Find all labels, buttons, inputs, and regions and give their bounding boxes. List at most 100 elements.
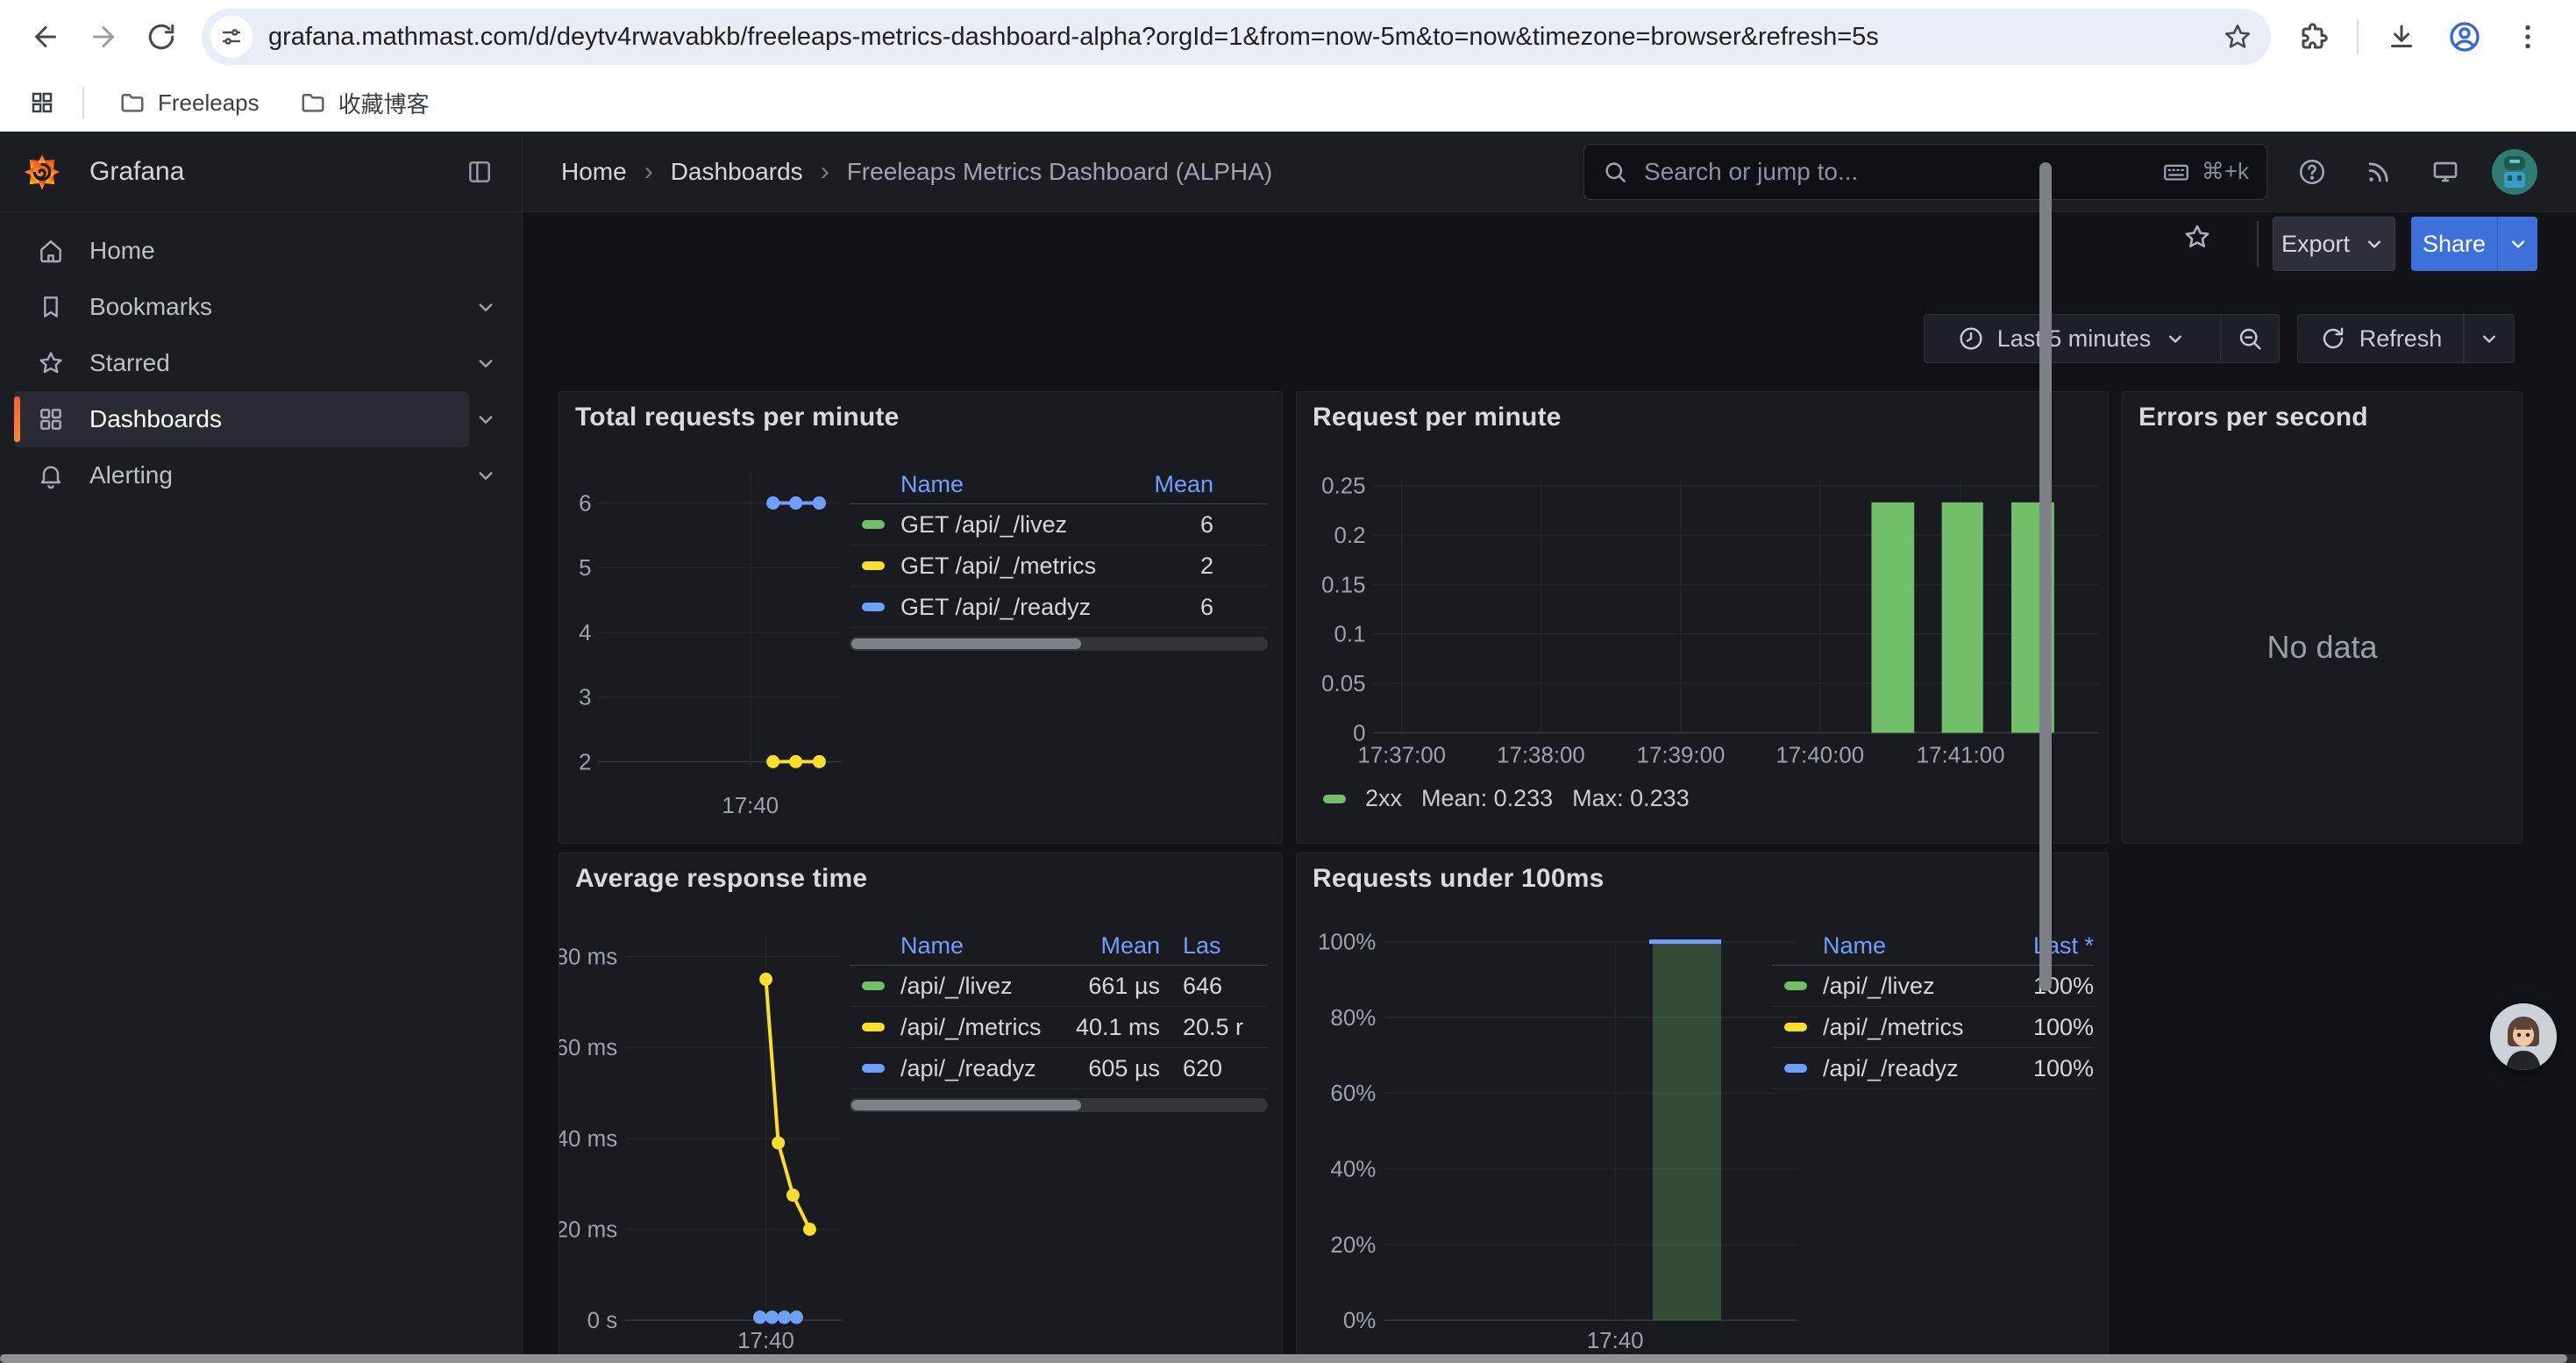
help-button[interactable]	[2292, 152, 2332, 192]
dashboards-grid-icon	[40, 409, 61, 430]
table-scrollbar[interactable]	[850, 1098, 1268, 1112]
panel-title[interactable]: Total requests per minute	[575, 403, 900, 432]
data-point[interactable]	[765, 1310, 779, 1324]
downloads-button[interactable]	[2381, 12, 2422, 61]
bookmark-label: 收藏博客	[338, 90, 430, 118]
sidebar-collapse-button[interactable]	[460, 153, 499, 191]
column-header[interactable]: Name	[1823, 932, 1887, 959]
zoom-out-button[interactable]	[2221, 314, 2280, 363]
share-dropdown-button[interactable]	[2497, 217, 2537, 271]
bookmark-folder-freeleaps[interactable]: Freeleaps	[105, 82, 274, 124]
chart-under-100ms[interactable]: 100% 80% 60% 40% 20% 0% 17:40	[1297, 853, 2108, 1362]
data-point[interactable]	[766, 496, 780, 510]
screen-button[interactable]	[2425, 152, 2466, 192]
table-row[interactable]: GET /api/_/metrics 2	[850, 546, 1268, 587]
breadcrumb-home[interactable]: Home	[561, 157, 627, 185]
star-icon	[2185, 225, 2210, 248]
data-point[interactable]	[778, 1310, 792, 1324]
data-point[interactable]	[789, 496, 803, 510]
column-header[interactable]: Mean	[1100, 932, 1160, 959]
forward-button[interactable]	[79, 12, 128, 61]
chart-canvas[interactable]: 0.25 0.2 0.15 0.1 0.05 017:37:00 17:38:00 17:39…	[1297, 392, 2108, 843]
column-header[interactable]: Name	[900, 932, 964, 959]
bookmark-star-button[interactable]	[2217, 16, 2259, 58]
data-point[interactable]	[786, 1188, 800, 1202]
data-point[interactable]	[766, 754, 780, 768]
column-header[interactable]: Las	[1183, 932, 1221, 959]
area-bar[interactable]	[1652, 941, 1722, 1321]
browser-menu-button[interactable]	[2508, 12, 2548, 61]
extensions-button[interactable]	[2294, 12, 2334, 61]
refresh-interval-dropdown[interactable]	[2464, 314, 2515, 363]
address-bar[interactable]: grafana.mathmast.com/d/deytv4rwavabkb/fr…	[202, 9, 2271, 65]
bar[interactable]	[1941, 502, 1983, 733]
panel-title[interactable]: Average response time	[575, 864, 868, 893]
chevron-down-icon[interactable]	[473, 350, 499, 376]
table-row[interactable]: /api/_/metrics 100%	[1772, 1007, 2094, 1048]
sidebar-item-home[interactable]: Home	[14, 223, 469, 279]
chart-canvas[interactable]: 6 5 4 3 2 17:40	[559, 392, 1282, 843]
reload-button[interactable]	[137, 12, 186, 61]
data-point[interactable]	[812, 496, 826, 510]
refresh-button[interactable]: Refresh	[2297, 314, 2464, 363]
time-range-picker[interactable]: Last 5 minutes	[1924, 314, 2221, 363]
panel-title[interactable]: Requests under 100ms	[1313, 864, 1605, 893]
chart-canvas[interactable]: 80 ms 60 ms 40 ms 20 ms 0 s 17:40	[559, 853, 1282, 1362]
chart-canvas[interactable]: 100% 80% 60% 40% 20% 0% 17:40	[1297, 853, 2108, 1362]
data-point[interactable]	[812, 754, 826, 768]
grafana-logo[interactable]	[23, 153, 61, 191]
panel-title[interactable]: Errors per second	[2138, 403, 2368, 432]
column-header[interactable]: Name	[900, 471, 964, 497]
series-line[interactable]	[764, 979, 812, 1231]
bookmark-folder-blogs[interactable]: 收藏博客	[286, 80, 444, 126]
share-button[interactable]: Share	[2411, 217, 2497, 271]
panel-title[interactable]: Request per minute	[1313, 403, 1562, 432]
table-row[interactable]: /api/_/livez 661 µs 646	[850, 966, 1268, 1007]
data-point[interactable]	[759, 973, 773, 986]
user-avatar[interactable]	[2492, 148, 2537, 195]
chevron-down-icon[interactable]	[473, 406, 499, 432]
svg-text:4: 4	[579, 621, 591, 646]
data-point[interactable]	[789, 754, 803, 768]
apps-button[interactable]	[23, 83, 61, 122]
vertical-scrollbar[interactable]	[2039, 162, 2052, 991]
chart-request-per-minute[interactable]: 0.25 0.2 0.15 0.1 0.05 0 17:37:00 17:38:00 17:39…	[1297, 392, 2108, 843]
favorite-dashboard-button[interactable]	[2176, 216, 2218, 258]
breadcrumb-dashboards[interactable]: Dashboards	[670, 157, 803, 185]
sidebar-item-dashboards[interactable]: Dashboards	[14, 391, 469, 447]
sidebar-item-bookmarks[interactable]: Bookmarks	[14, 279, 469, 335]
column-header[interactable]: Mean	[1154, 471, 1213, 497]
export-button[interactable]: Export	[2273, 217, 2395, 271]
data-point[interactable]	[803, 1223, 816, 1236]
news-button[interactable]	[2359, 152, 2399, 192]
profile-button[interactable]	[2444, 12, 2485, 61]
data-point[interactable]	[772, 1136, 786, 1150]
url-text[interactable]: grafana.mathmast.com/d/deytv4rwavabkb/fr…	[268, 22, 1879, 51]
svg-text:40 ms: 40 ms	[559, 1127, 617, 1152]
chart-total-requests[interactable]: 6 5 4 3 2 17:40	[559, 392, 1282, 843]
assistant-avatar[interactable]	[2490, 1003, 2557, 1070]
table-row[interactable]: GET /api/_/livez 6	[850, 504, 1268, 546]
table-scrollbar[interactable]	[850, 637, 1268, 651]
chart-avg-response[interactable]: 80 ms 60 ms 40 ms 20 ms 0 s 17:40	[559, 853, 1282, 1362]
table-row[interactable]: GET /api/_/readyz 6	[850, 587, 1268, 628]
browser-actions	[2287, 12, 2555, 61]
sidebar-item-alerting[interactable]: Alerting	[14, 447, 469, 503]
table-row[interactable]: /api/_/readyz 605 µs 620	[850, 1048, 1268, 1089]
chevron-down-icon[interactable]	[473, 294, 499, 320]
brand-name[interactable]: Grafana	[89, 156, 185, 186]
data-point[interactable]	[753, 1310, 767, 1324]
table-row[interactable]: /api/_/metrics 40.1 ms 20.5 r	[850, 1007, 1268, 1048]
chevron-down-icon[interactable]	[473, 462, 499, 489]
sidebar-item-label: Bookmarks	[89, 293, 213, 320]
site-info-button[interactable]	[210, 16, 253, 58]
sidebar-item-starred[interactable]: Starred	[14, 335, 469, 391]
bar[interactable]	[1871, 502, 1915, 733]
search-input[interactable]: Search or jump to... ⌘+k	[1583, 143, 2267, 200]
data-point[interactable]	[789, 1310, 803, 1324]
horizontal-scrollbar[interactable]	[0, 1354, 2576, 1363]
chart-legend[interactable]: 2xx Mean: 0.233 Max: 0.233	[1323, 785, 1690, 812]
table-row[interactable]: /api/_/readyz 100%	[1772, 1048, 2094, 1089]
back-button[interactable]	[21, 12, 70, 61]
table-header: Name Mean	[850, 466, 1268, 504]
